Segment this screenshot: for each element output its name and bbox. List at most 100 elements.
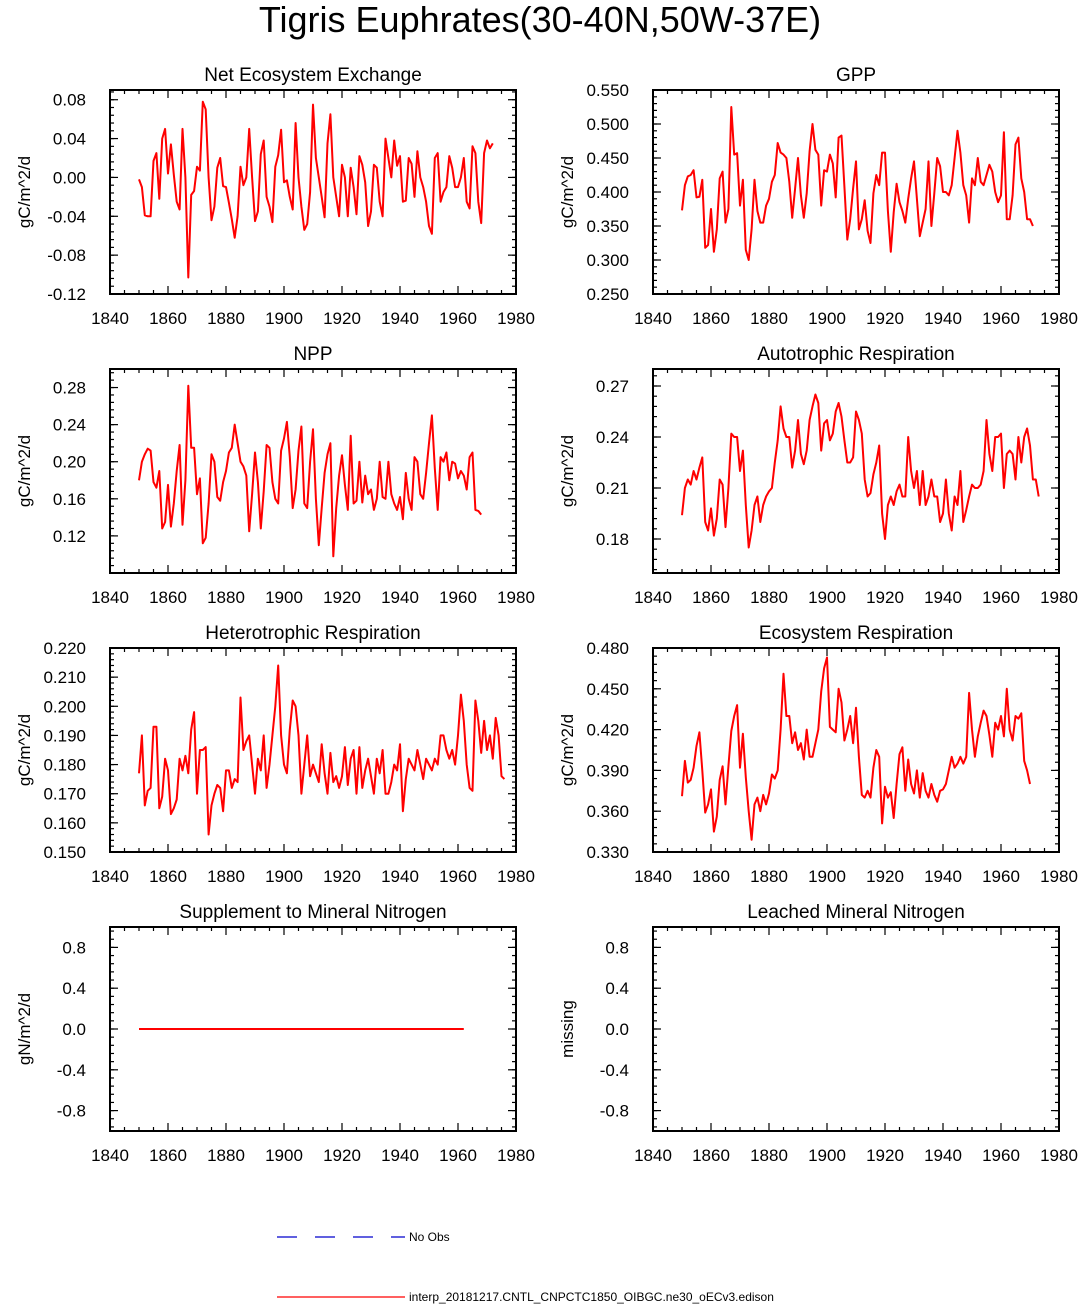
x-tick-label: 1840 (91, 588, 129, 607)
y-tick-label: -0.12 (47, 285, 86, 304)
x-tick-label: 1860 (692, 867, 730, 886)
plot-frame (652, 368, 1060, 574)
legend-label-1: No Obs (409, 1230, 450, 1244)
panel-title: Leached Mineral Nitrogen (747, 902, 965, 923)
y-axis-label: missing (558, 1000, 577, 1058)
x-tick-label: 1880 (207, 1146, 245, 1165)
x-tick-label: 1920 (866, 588, 904, 607)
x-tick-label: 1980 (1040, 309, 1078, 328)
y-tick-label: 0.210 (43, 668, 86, 687)
y-tick-label: 0.170 (43, 785, 86, 804)
x-tick-label: 1900 (265, 588, 303, 607)
x-tick-label: 1960 (982, 1146, 1020, 1165)
y-tick-label: 0.27 (596, 377, 629, 396)
y-tick-label: 0.190 (43, 726, 86, 745)
series-line-1 (681, 656, 1031, 841)
panel-title: GPP (836, 65, 876, 86)
x-tick-label: 1940 (381, 867, 419, 886)
x-tick-label: 1860 (692, 1146, 730, 1165)
panel-1: Net Ecosystem Exchange gC/m^2/d 1840 1860 18… (15, 65, 535, 328)
y-axis-label: gC/m^2/d (558, 156, 577, 228)
x-tick-label: 1880 (750, 309, 788, 328)
y-tick-label: -0.08 (47, 246, 86, 265)
x-tick-label: 1880 (207, 588, 245, 607)
plot-frame (652, 926, 1060, 1132)
y-tick-label: 0.16 (53, 490, 86, 509)
series-line-1 (681, 393, 1040, 549)
panel-title: Autotrophic Respiration (757, 344, 955, 365)
series-line-1 (138, 384, 482, 558)
x-tick-label: 1920 (866, 867, 904, 886)
panel-title: Supplement to Mineral Nitrogen (179, 902, 446, 923)
x-tick-label: 1920 (866, 1146, 904, 1165)
panel-title: NPP (293, 344, 332, 365)
x-tick-label: 1940 (381, 1146, 419, 1165)
x-tick-label: 1940 (924, 309, 962, 328)
x-tick-label: 1940 (924, 588, 962, 607)
x-tick-label: 1840 (91, 867, 129, 886)
x-tick-label: 1940 (381, 588, 419, 607)
y-tick-label: -0.04 (47, 207, 86, 226)
panel-6: Ecosystem Respiration gC/m^2/d 1840 1860 188… (558, 623, 1078, 886)
x-tick-label: 1920 (323, 588, 361, 607)
x-tick-label: 1840 (91, 309, 129, 328)
plot-frame (652, 89, 1060, 295)
x-tick-label: 1920 (323, 1146, 361, 1165)
panel-5: Heterotrophic Respiration gC/m^2/d 1840 186… (15, 623, 535, 886)
x-tick-label: 1980 (497, 588, 535, 607)
x-tick-label: 1840 (634, 309, 672, 328)
x-tick-label: 1900 (808, 867, 846, 886)
y-tick-label: 0.21 (596, 479, 629, 498)
x-tick-label: 1880 (750, 588, 788, 607)
y-axis-label: gC/m^2/d (15, 435, 34, 507)
y-tick-label: 0.0 (62, 1020, 86, 1039)
y-tick-label: 0.18 (596, 530, 629, 549)
x-tick-label: 1840 (91, 1146, 129, 1165)
x-tick-label: 1900 (265, 309, 303, 328)
y-tick-label: 0.24 (596, 428, 629, 447)
y-tick-label: 0.24 (53, 416, 86, 435)
y-axis-label: gC/m^2/d (15, 714, 34, 786)
y-tick-label: 0.550 (586, 81, 629, 100)
panel-8: Leached Mineral Nitrogen missing 1840 1860 1… (558, 902, 1078, 1165)
series-line-1 (138, 664, 506, 836)
y-axis-label: gN/m^2/d (15, 993, 34, 1065)
y-tick-label: 0.8 (62, 938, 86, 957)
x-tick-label: 1940 (381, 309, 419, 328)
x-tick-label: 1960 (982, 867, 1020, 886)
y-tick-label: 0.360 (586, 802, 629, 821)
y-tick-label: -0.4 (600, 1061, 629, 1080)
x-tick-label: 1960 (439, 1146, 477, 1165)
x-tick-label: 1880 (750, 867, 788, 886)
y-tick-label: 0.20 (53, 453, 86, 472)
y-tick-label: 0.8 (605, 938, 629, 957)
x-tick-label: 1840 (634, 1146, 672, 1165)
y-tick-label: 0.12 (53, 527, 86, 546)
x-tick-label: 1900 (808, 588, 846, 607)
y-tick-label: -0.4 (57, 1061, 86, 1080)
y-tick-label: 0.300 (586, 251, 629, 270)
y-tick-label: 0.200 (43, 697, 86, 716)
x-tick-label: 1960 (439, 588, 477, 607)
y-tick-label: 0.4 (605, 979, 629, 998)
x-tick-label: 1940 (924, 1146, 962, 1165)
panel-4: Autotrophic Respiration gC/m^2/d 1840 1860 1… (558, 344, 1078, 607)
y-tick-label: 0.420 (586, 721, 629, 740)
x-tick-label: 1860 (149, 309, 187, 328)
panel-2: GPP gC/m^2/d 1840 1860 1880 1900 1920 1940 1960 1… (558, 65, 1078, 328)
x-tick-label: 1980 (497, 1146, 535, 1165)
y-tick-label: 0.400 (586, 183, 629, 202)
x-tick-label: 1900 (265, 1146, 303, 1165)
series-line-1 (138, 100, 494, 279)
series-line-1 (681, 106, 1034, 261)
y-tick-label: 0.180 (43, 756, 86, 775)
x-tick-label: 1860 (692, 309, 730, 328)
y-tick-label: 0.160 (43, 814, 86, 833)
x-tick-label: 1940 (924, 867, 962, 886)
panel-3: NPP gC/m^2/d 1840 1860 1880 1900 1920 1940 1960 1… (15, 344, 535, 607)
y-tick-label: 0.390 (586, 761, 629, 780)
x-tick-label: 1920 (866, 309, 904, 328)
y-tick-label: 0.08 (53, 91, 86, 110)
panel-title: Ecosystem Respiration (759, 623, 953, 644)
